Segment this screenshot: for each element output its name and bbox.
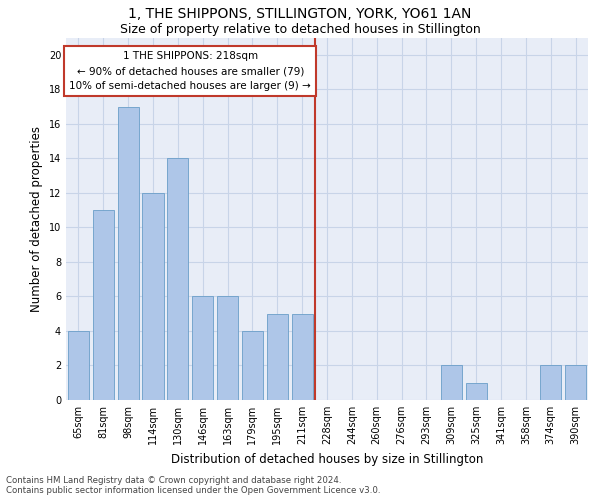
- Bar: [217, 296, 238, 400]
- Text: 1 THE SHIPPONS: 218sqm
← 90% of detached houses are smaller (79)
10% of semi-det: 1 THE SHIPPONS: 218sqm ← 90% of detached…: [70, 52, 311, 91]
- Text: Size of property relative to detached houses in Stillington: Size of property relative to detached ho…: [119, 24, 481, 36]
- Bar: [565, 366, 586, 400]
- Bar: [93, 210, 114, 400]
- Bar: [142, 193, 164, 400]
- Bar: [192, 296, 213, 400]
- Bar: [466, 382, 487, 400]
- Bar: [118, 106, 139, 400]
- X-axis label: Distribution of detached houses by size in Stillington: Distribution of detached houses by size …: [171, 452, 483, 466]
- Bar: [267, 314, 288, 400]
- Text: 1, THE SHIPPONS, STILLINGTON, YORK, YO61 1AN: 1, THE SHIPPONS, STILLINGTON, YORK, YO61…: [128, 8, 472, 22]
- Bar: [242, 331, 263, 400]
- Bar: [540, 366, 561, 400]
- Bar: [292, 314, 313, 400]
- Bar: [68, 331, 89, 400]
- Y-axis label: Number of detached properties: Number of detached properties: [30, 126, 43, 312]
- Text: Contains HM Land Registry data © Crown copyright and database right 2024.
Contai: Contains HM Land Registry data © Crown c…: [6, 476, 380, 495]
- Bar: [167, 158, 188, 400]
- Bar: [441, 366, 462, 400]
